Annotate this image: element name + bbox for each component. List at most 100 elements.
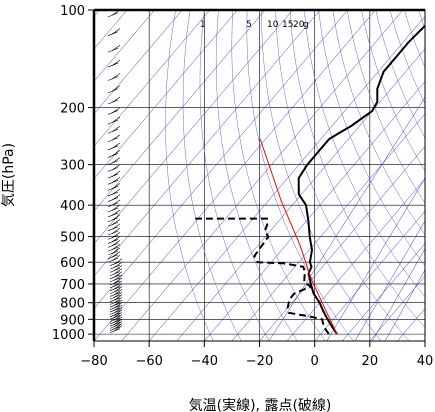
wind-barb [111,244,121,250]
mixing-ratio-label: 15 [282,20,293,30]
wind-barb [113,271,123,278]
mixing-ratio-line [326,177,425,341]
x-tick-label: 0 [311,354,319,369]
y-tick-label: 800 [60,297,85,312]
isotherm-line [204,81,425,341]
isotherm-line [94,10,376,341]
wind-barb [111,164,121,171]
mixing-ratio-line [384,269,425,341]
mixing-ratio-label: 1 [200,20,206,30]
dry-adiabat-line [199,10,270,341]
x-tick-label: −60 [135,354,162,369]
x-tick-label: −80 [80,354,107,369]
x-tick-label: −40 [191,354,218,369]
wind-barbs [107,10,123,333]
wind-barb [111,251,121,258]
wind-barb [111,247,121,254]
wind-barb [113,304,123,311]
wind-barb [113,294,123,301]
isotherm-line [94,10,155,82]
wind-barb [113,297,123,304]
x-tick-label: 20 [362,354,379,369]
isotherm-line [369,275,425,341]
wind-barb [111,188,121,195]
wind-barb [111,107,121,114]
mixing-ratio-line [372,248,425,341]
wind-barb [113,280,123,287]
wind-barb [113,321,123,328]
isotherm-line [259,145,425,341]
x-tick-label: 40 [417,354,434,369]
isotherm-line [286,178,425,341]
y-tick-label: 200 [60,102,85,117]
y-tick-label: 100 [60,4,85,19]
mixing-ratio-labels: 1 5 10 15 20g [200,20,309,30]
wind-barb [111,28,121,35]
wind-barb [111,227,121,234]
wind-barb [113,309,123,316]
skewed-isotherms [94,10,425,341]
y-tick-label: 900 [60,313,85,328]
wind-barb [111,236,121,243]
wind-barb [111,125,121,132]
y-axis-label: 気圧(hPa) [1,143,17,207]
wind-barb [111,204,121,211]
isotherm-line [314,210,425,341]
wind-barb [113,318,123,325]
wind-barb [113,325,123,332]
wind-barb [111,116,121,123]
wind-barb [113,323,123,330]
dewpoint-line [195,217,330,335]
isotherm-line [94,10,183,115]
wind-barb [111,209,121,216]
wind-barb [113,283,123,290]
dry-adiabat-line [318,10,425,267]
y-tick-label: 1000 [52,328,85,343]
dry-adiabat-line [346,10,425,204]
isotherm-line [94,10,293,245]
wind-barb [113,268,123,275]
y-tick-label: 400 [60,199,85,214]
wind-barb [113,291,123,298]
wind-barb [111,177,121,184]
wind-barb [111,85,121,92]
isotherm-line [94,10,321,277]
wind-barb [113,307,123,314]
isotherm-line [231,113,425,341]
wind-barb [111,223,121,230]
mixing-ratio-label: 5 [246,20,252,30]
wind-barb [113,299,123,306]
parcel-line [259,138,338,335]
wind-barb [113,261,123,268]
wind-barb [111,183,121,190]
x-axis-label: 気温(実線), 露点(破線) [189,398,332,412]
mixing-ratio-label: g [303,20,309,30]
wind-barb [111,219,121,226]
dry-adiabat-line [304,10,425,298]
dry-adiabat-line [275,10,410,341]
wind-barb [113,286,123,293]
wind-barb [113,289,123,296]
wind-barb [111,254,121,261]
mixing-ratio-label: 20 [293,20,305,30]
isotherm-line [94,10,238,180]
wind-barb [111,232,121,239]
wind-barb [111,199,121,206]
mixing-ratio-label: 10 [267,20,279,30]
x-tick-label: −20 [246,354,273,369]
wind-barb [113,302,123,309]
isotherm-line [148,16,425,341]
dry-adiabat-line [246,10,354,341]
wind-barb [111,170,121,177]
wind-barb [113,314,123,321]
y-tick-label: 700 [60,278,85,293]
wind-barb [111,150,121,157]
dry-adiabat-line [361,10,425,172]
y-tick-label: 300 [60,159,85,174]
isotherm-line [94,10,266,212]
wind-barb [113,274,123,281]
wind-barb [111,59,121,66]
wind-barb [111,44,121,51]
